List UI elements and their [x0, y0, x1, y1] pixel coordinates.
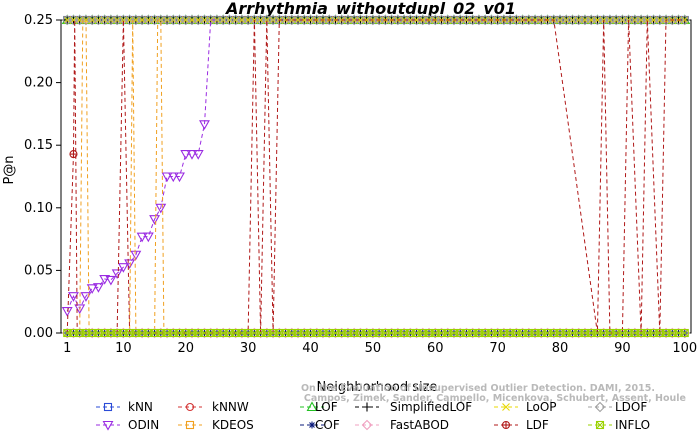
x-tick-label: 1 [63, 341, 71, 356]
legend-item-lof: LOF [300, 400, 338, 414]
legend-marker [362, 402, 372, 412]
series-inflo [63, 328, 689, 338]
x-tick-label: 50 [365, 341, 382, 356]
legend-label: FastABOD [390, 418, 449, 432]
legend-item-inflo: INFLO [588, 418, 650, 432]
x-tick-label: 20 [177, 341, 194, 356]
legend-item-knnw: kNNW [178, 400, 249, 414]
x-tick-label: 40 [302, 341, 319, 356]
legend-label: LOF [315, 400, 338, 414]
legend-label: INFLO [615, 418, 650, 432]
data-point [680, 328, 689, 338]
data-point [61, 307, 73, 317]
y-tick-label: 0.10 [24, 201, 53, 216]
data-point [92, 283, 104, 293]
data-point [105, 275, 117, 286]
legend-label: kNN [128, 400, 153, 414]
legend-item-fastabod: FastABOD [355, 418, 449, 432]
series-line [67, 19, 685, 334]
y-tick-label: 0.00 [24, 326, 53, 341]
legend-marker [185, 402, 195, 412]
data-point [174, 172, 185, 183]
legend-label: ODIN [128, 418, 159, 432]
series-line [66, 19, 685, 334]
legend-marker [502, 403, 510, 411]
legend-label: KDEOS [212, 418, 254, 432]
legend-marker [501, 420, 511, 430]
legend-label: LDOF [615, 400, 647, 414]
data-point [69, 150, 78, 159]
legend-item-ldof: LDOF [588, 400, 647, 414]
legend-item-ldf: LDF [494, 418, 549, 432]
data-point [136, 232, 148, 243]
legend-marker [595, 420, 605, 430]
legend-marker [361, 419, 373, 431]
legend-marker [103, 402, 113, 412]
legend-item-odin: ODIN [96, 418, 159, 432]
legend-label: COF [315, 418, 340, 432]
plot-area: 0.00 0.05 0.10 0.15 0.20 0.25 1 10 20 30 40 50 60 70 8… [24, 13, 697, 356]
data-point [199, 120, 210, 130]
legend-item-cof: COF [300, 418, 340, 432]
x-tick-label: 70 [489, 341, 506, 356]
x-tick-label: 80 [552, 341, 569, 356]
y-tick-label: 0.25 [24, 13, 53, 28]
series-odin [61, 19, 217, 317]
legend-marker [306, 401, 318, 412]
legend-marker [594, 401, 606, 413]
data-point [117, 263, 129, 273]
x-tick-label: 30 [240, 341, 257, 356]
y-axis-label: P@n [2, 155, 17, 184]
x-tick-label: 100 [672, 341, 697, 356]
data-point [180, 150, 192, 160]
y-tick-label: 0.05 [24, 263, 53, 278]
data-point [142, 232, 154, 243]
y-tick-label: 0.20 [24, 76, 53, 91]
legend-item-kdeos: KDEOS [178, 418, 254, 432]
data-point [68, 292, 79, 302]
data-point [111, 269, 123, 280]
y-tick-label: 0.15 [24, 138, 53, 153]
legend-marker [102, 420, 114, 431]
chart-title: Arrhythmia_withoutdupl_02_v01 [224, 0, 516, 18]
legend-label: LoOP [526, 400, 557, 414]
data-point [186, 150, 198, 160]
watermark: On the Evaluation of Unsupervised Outlie… [301, 383, 686, 404]
legend: kNN kNNW LOF SimplifiedLOF LoOP LDOF ODIN KDEOS… [96, 400, 650, 432]
series-ldof [61, 14, 691, 26]
data-point [99, 274, 111, 285]
data-point [86, 284, 98, 294]
series-ldf [66, 19, 685, 334]
x-tick-label: 10 [115, 341, 132, 356]
data-point [192, 150, 204, 160]
legend-item-simplifiedlof: SimplifiedLOF [355, 400, 472, 414]
x-tick-label: 90 [614, 341, 631, 356]
legend-label: LDF [526, 418, 549, 432]
legend-marker [185, 420, 195, 430]
legend-item-loop: LoOP [494, 400, 557, 414]
series-line [66, 19, 217, 312]
data-point [80, 292, 92, 302]
legend-label: kNNW [212, 400, 249, 414]
series-kdeos [67, 19, 685, 334]
x-tick-label: 60 [427, 341, 444, 356]
data-point [161, 172, 173, 183]
watermark-line-1: Campos, Zimek, Sander, Campello, Micenko… [304, 393, 686, 404]
data-point [130, 250, 142, 261]
data-point [124, 259, 136, 270]
legend-label: SimplifiedLOF [390, 400, 472, 414]
x-axis-label: Neighborhood size [317, 380, 438, 395]
watermark-line-2: On the Evaluation of Unsupervised Outlie… [301, 383, 655, 394]
legend-item-knn: kNN [96, 400, 153, 414]
data-point [167, 172, 179, 183]
data-point [679, 14, 691, 26]
data-point [149, 215, 161, 225]
data-point [155, 203, 167, 214]
legend-marker [308, 421, 316, 429]
